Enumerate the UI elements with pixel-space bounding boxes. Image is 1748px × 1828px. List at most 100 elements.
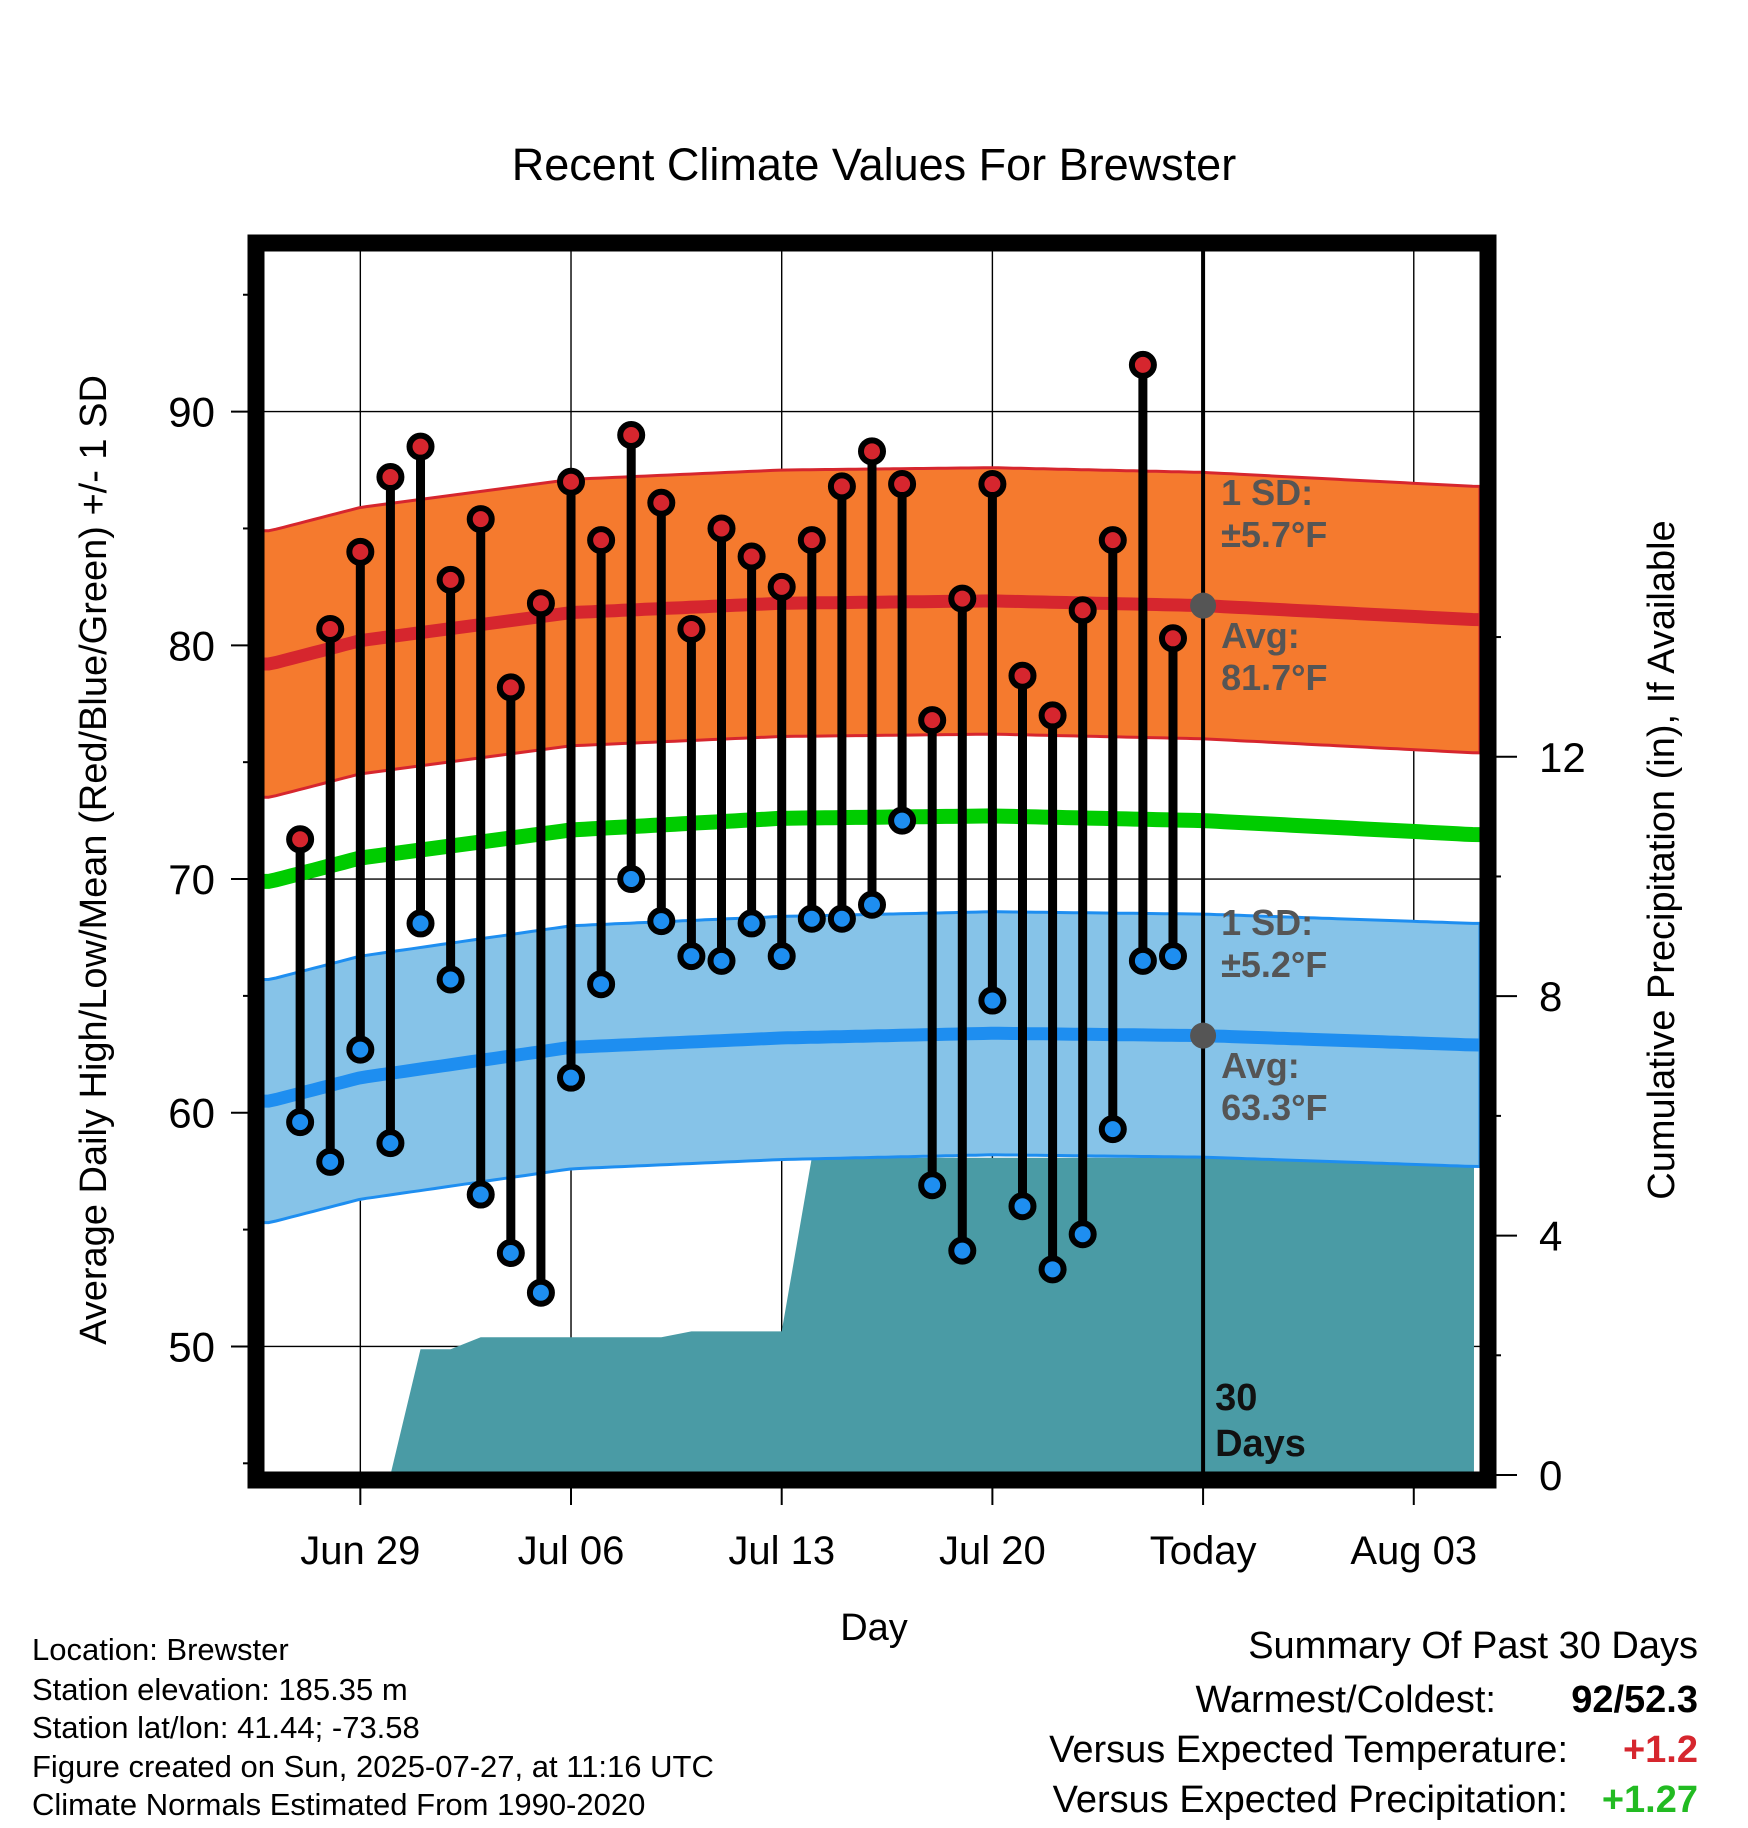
x-axis: Jun 29 Jul 06 Jul 13 Jul 20 Today Aug 03 [300,1487,1477,1573]
obs-low-point [797,904,826,933]
obs-high-point [827,472,856,501]
obs-low-point [557,1063,586,1092]
y-tick-label: 90 [168,389,215,436]
summary-panel: Summary Of Past 30 Days Warmest/Coldest:… [1049,1625,1698,1821]
y-tick-label: 60 [168,1090,215,1137]
obs-high-point [647,488,676,517]
obs-low-point [707,946,736,975]
y-tick-label: 50 [168,1323,215,1370]
obs-low-point [587,970,616,999]
chart-title: Recent Climate Values For Brewster [512,139,1236,190]
annotation-low-avg-line2: 63.3°F [1221,1087,1327,1128]
obs-low-point [376,1129,405,1158]
footer-normals: Climate Normals Estimated From 1990-2020 [32,1787,645,1822]
y2-axis-label: Cumulative Precipitation (in), If Availa… [1641,520,1683,1199]
obs-high-point [376,463,405,492]
obs-low-point [1128,946,1157,975]
obs-high-point [707,514,736,543]
observation-series [286,350,1187,1307]
obs-low-point [948,1236,977,1265]
obs-low-point [526,1278,555,1307]
obs-low-point [496,1238,525,1267]
obs-low-point [316,1147,345,1176]
annotation-high-sd-line1: 1 SD: [1221,472,1313,513]
obs-low-point [647,907,676,936]
footer-location: Location: Brewster [32,1632,289,1667]
obs-low-point [406,909,435,938]
y-tick-label: 70 [168,856,215,903]
plot-frame [247,234,1497,1489]
obs-low-point [1038,1255,1067,1284]
obs-high-point [436,565,465,594]
annotation-high-avg-unit: °F [1291,657,1327,698]
x-tick-label: Jun 29 [300,1529,420,1573]
obs-low-point [1008,1192,1037,1221]
annotation-high-avg-line1: Avg: [1221,615,1300,656]
obs-low-point [1068,1220,1097,1249]
annotation-low-avg-line1: Avg: [1221,1045,1300,1086]
precipitation-area [270,1157,1474,1475]
obs-high-point [948,584,977,613]
annotation-low-sd-line2: ±5.2°F [1221,944,1327,985]
obs-high-point [888,470,917,499]
days-label-line1: 30 [1215,1377,1257,1419]
summary-temp-label: Versus Expected Temperature: [1049,1729,1568,1771]
y-axis-left: 50 60 70 80 90 [168,293,249,1465]
obs-low-point [436,965,465,994]
obs-low-point [466,1180,495,1209]
y-axis-label: Average Daily High/Low/Mean (Red/Blue/Gr… [73,375,115,1345]
obs-low-point [737,909,766,938]
obs-high-point [1158,624,1187,653]
annotation-low-avg-unit: °F [1291,1087,1327,1128]
annotation-low-sd-unit: °F [1291,944,1327,985]
obs-high-point [1038,701,1067,730]
obs-low-point [617,865,646,894]
obs-high-point [918,706,947,735]
obs-low-point [767,942,796,971]
y2-tick-label: 8 [1539,973,1562,1020]
today-high-dot [1190,592,1217,619]
obs-low-point [346,1035,375,1064]
obs-high-point [737,542,766,571]
obs-low-point [918,1171,947,1200]
x-tick-label: Today [1150,1529,1257,1573]
obs-high-point [346,537,375,566]
footer-elevation: Station elevation: 185.35 m [32,1672,408,1707]
obs-high-point [617,420,646,449]
x-tick-label: Jul 20 [939,1529,1046,1573]
annotation-high-sd-unit: °F [1291,514,1327,555]
x-tick-label: Aug 03 [1350,1529,1477,1573]
obs-high-point [526,589,555,618]
summary-title: Summary Of Past 30 Days [1248,1625,1698,1667]
obs-high-point [1008,661,1037,690]
low-normal-line [261,1026,1481,1108]
obs-high-point [978,470,1007,499]
annotation-high-sd-line2: ±5.7°F [1221,514,1327,555]
obs-low-point [1158,942,1187,971]
obs-high-point [1128,350,1157,379]
obs-high-point [858,437,886,466]
footer-latlon: Station lat/lon: 41.44; -73.58 [32,1710,420,1745]
y2-tick-label: 12 [1539,734,1586,781]
obs-low-point [978,986,1007,1015]
y2-tick-label: 0 [1539,1452,1562,1499]
obs-low-point [888,806,917,835]
obs-low-point [827,904,856,933]
today-low-dot [1190,1022,1217,1049]
obs-high-point [1098,526,1127,555]
footer-info: Location: Brewster Station elevation: 18… [32,1632,714,1822]
y2-tick-label: 4 [1539,1213,1562,1260]
obs-high-point [286,825,315,854]
obs-high-point [406,432,435,461]
obs-high-point [557,467,586,496]
y-tick-label: 80 [168,622,215,669]
annotation-high-avg-line2: 81.7°F [1221,657,1327,698]
summary-precip-label: Versus Expected Precipitation: [1053,1779,1568,1821]
x-tick-label: Jul 13 [728,1529,835,1573]
obs-high-point [587,526,616,555]
obs-high-point [767,572,796,601]
obs-high-point [677,614,706,643]
